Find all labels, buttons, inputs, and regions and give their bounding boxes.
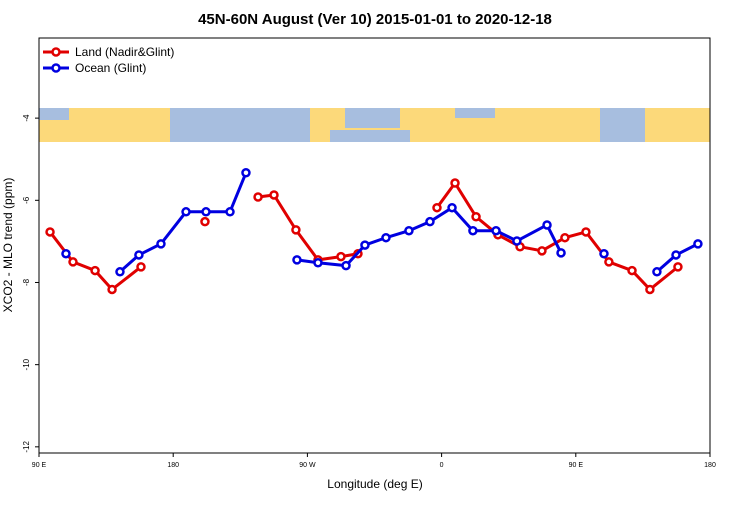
- data-point: [581, 227, 591, 237]
- data-point: [512, 236, 522, 246]
- y-tick-label: -12: [22, 441, 31, 453]
- data-point: [560, 232, 570, 243]
- data-point: [253, 192, 263, 202]
- data-point: [556, 248, 566, 258]
- map-water: [39, 108, 645, 142]
- data-point: [241, 168, 251, 178]
- data-point: [115, 267, 125, 277]
- data-point: [599, 248, 609, 259]
- y-tick-label: -8: [22, 278, 31, 286]
- y-tick-label: -6: [22, 196, 31, 204]
- data-point: [292, 255, 302, 265]
- data-point: [134, 250, 144, 260]
- data-point: [181, 207, 191, 217]
- data-point: [673, 262, 683, 272]
- data-point: [404, 225, 414, 236]
- data-point: [537, 246, 547, 256]
- data-point: [468, 225, 478, 236]
- data-point: [360, 240, 370, 250]
- data-point: [381, 232, 391, 243]
- data-point: [45, 227, 55, 237]
- data-point: [627, 265, 637, 276]
- data-point: [645, 284, 655, 295]
- x-tick-label: 90 W: [299, 462, 316, 469]
- data-point: [471, 211, 481, 222]
- data-point: [652, 267, 662, 277]
- legend-marker: [51, 63, 61, 73]
- data-point: [313, 258, 323, 268]
- data-point: [447, 202, 457, 213]
- legend-label: Ocean (Glint): [75, 61, 146, 75]
- data-point: [450, 178, 460, 188]
- x-tick-label: 180: [704, 462, 716, 469]
- data-point: [491, 225, 501, 236]
- data-point: [156, 239, 166, 249]
- y-tick-label: -4: [22, 114, 31, 122]
- data-point: [225, 207, 235, 217]
- data-point: [107, 284, 117, 295]
- data-point: [671, 250, 681, 260]
- data-point: [291, 225, 301, 235]
- data-point: [269, 190, 279, 200]
- data-point: [542, 220, 552, 230]
- x-tick-label: 0: [440, 462, 444, 469]
- chart-title: 45N-60N August (Ver 10) 2015-01-01 to 20…: [198, 11, 552, 28]
- data-point: [336, 251, 346, 262]
- plot-frame: [38, 37, 711, 454]
- x-tick-label: 180: [167, 462, 179, 469]
- x-tick-label: 90 E: [32, 462, 47, 469]
- y-tick-label: -10: [22, 358, 31, 370]
- data-point: [604, 257, 614, 267]
- data-point: [201, 207, 211, 217]
- x-tick-label: 90 E: [569, 462, 584, 469]
- data-point: [61, 248, 71, 259]
- map-strip: [39, 108, 710, 142]
- data-point: [693, 239, 703, 249]
- data-point: [90, 265, 100, 276]
- legend-label: Land (Nadir&Glint): [75, 45, 174, 59]
- x-axis-label: Longitude (deg E): [327, 477, 422, 491]
- y-axis-label: XCO2 - MLO trend (ppm): [1, 178, 15, 313]
- legend-marker: [51, 47, 61, 57]
- data-point: [136, 262, 146, 272]
- data-point: [341, 260, 351, 271]
- data-point: [200, 216, 210, 227]
- data-point: [425, 216, 435, 227]
- data-point: [68, 257, 78, 267]
- series-line: [48, 180, 679, 292]
- data-point: [432, 202, 442, 213]
